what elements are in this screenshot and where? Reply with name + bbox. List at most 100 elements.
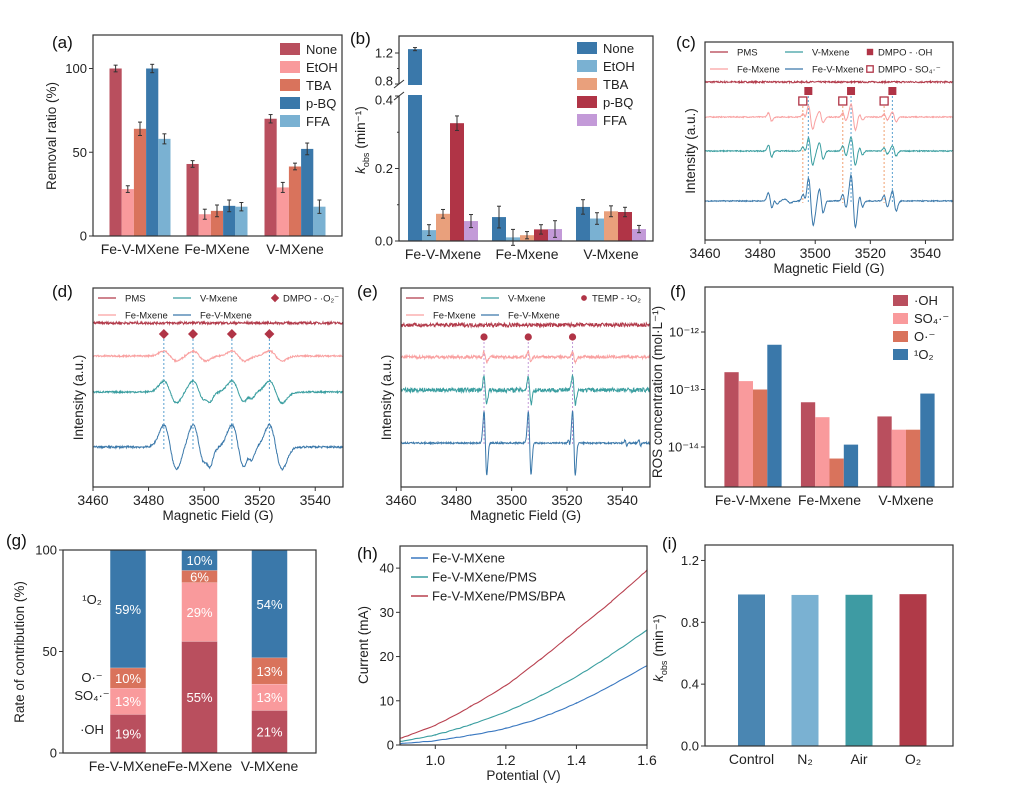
segment-value-label: 13% [256,690,282,705]
bar-none [576,206,590,241]
panel-label: (a) [52,33,73,52]
segment-value-label: 29% [186,605,212,620]
plot-area-a [92,34,343,237]
y-tick-label: 20 [380,649,394,664]
species-label: SO₄·⁻ [74,688,109,703]
legend-swatch [893,331,908,342]
diamond-marker [270,293,280,303]
legend-swatch [280,61,300,73]
bar-tba [133,128,147,236]
segment-value-label: 19% [115,727,141,742]
spectrum-fe-mxene [400,349,651,365]
y-tick-label: 1.2 [681,553,699,568]
plot-area-i [704,544,954,747]
bar-tba [288,166,302,236]
legend-swatch [893,349,908,360]
bar-ffa [313,206,326,236]
y-axis-label: Intensity (a.u.) [71,355,86,441]
y-axis-label: kobs (min⁻¹) [651,614,669,682]
x-category-label: Fe-V-MXene [101,241,180,257]
legend-label: p-BQ [603,95,633,110]
stacked-segment [110,688,146,715]
x-category-label: Fe-V-Mxene [715,492,791,508]
legend-label: DMPO - ·OH [878,48,932,59]
x-tick-label: 3540 [607,492,638,508]
bar-ros [753,389,768,487]
bar-ffa [632,229,646,241]
species-label: ·OH [80,722,104,737]
legend-label: Fe-V-Mxene [508,311,560,322]
x-tick-label: 3500 [800,245,831,261]
y-tick-label: 0.0 [681,739,699,754]
iv-curve [400,628,648,742]
bar-atmosphere [738,594,765,746]
legend-swatch [577,60,597,72]
legend-label: TBA [603,77,629,92]
bar-none [264,118,277,236]
stacked-segment [251,710,288,753]
x-tick-label: 3520 [855,245,886,261]
y-axis-label: kobs (min⁻¹) [353,106,371,174]
x-axis-label: Magnetic Field (G) [162,508,273,523]
bar-ros [843,444,859,487]
x-tick-label: 3480 [745,245,776,261]
y-tick-label: 0.4 [681,677,699,692]
x-tick-label: 3460 [385,492,416,508]
legend-label: p-BQ [306,96,336,111]
x-tick-label: 3500 [189,492,220,508]
spectrum-fe-v-mxene [704,173,953,229]
open-square-marker [798,96,808,106]
bar-ros [724,372,739,487]
stacked-segment [181,550,218,571]
bar-p-bq [450,123,464,241]
panel-label: (h) [357,544,378,563]
legend-label: Fe-V-Mxene [200,311,252,322]
x-category-label: O₂ [905,751,921,767]
y-axis-label: Intensity (a.u.) [379,355,394,441]
y-tick-label: 1.2 [375,46,393,61]
legend-label: V-Mxene [508,294,546,305]
panel-label: (b) [350,29,371,48]
segment-value-label: 21% [256,725,282,740]
segment-value-label: 59% [115,602,141,617]
filled-square-marker [866,48,874,56]
spectrum-fe-mxene [92,348,343,363]
axis-break-gap [393,85,483,95]
legend-swatch [577,42,597,54]
legend-label: V-Mxene [812,48,850,59]
kobs-unit: (min⁻¹) [651,614,666,656]
legend-label: TBA [306,78,332,93]
spectrum-pms [92,319,344,327]
bar-ffa [158,138,171,236]
y-axis-label: ROS concentration (mol·L⁻¹) [650,306,665,478]
x-category-label: Fe-Mxene [495,246,558,262]
bar-tba [604,211,618,241]
open-square-marker [879,96,889,106]
bar-atmosphere [899,594,927,746]
spectrum-v-mxene [92,379,343,405]
legend-swatch [280,79,300,91]
y-tick-label: 30 [380,605,394,620]
legend-label: Fe-Mxene [125,311,168,322]
legend-label: DMPO - SO₄·⁻ [878,65,941,76]
legend-swatch [577,114,597,126]
legend-label: DMPO - ·O₂⁻ [283,294,339,305]
diamond-marker [226,329,237,339]
stacked-segment [181,641,218,753]
x-tick-label: 3480 [133,492,164,508]
x-tick-label: 1.0 [426,752,446,768]
legend-swatch [280,97,300,109]
spectrum-fe-mxene [705,103,953,132]
kobs-subscript: obs [659,660,669,675]
y-axis-label: Current (mA) [356,606,371,684]
y-axis-label: Intensity (a.u.) [683,108,698,194]
y-tick-label: 50 [43,644,57,659]
circle-marker [581,295,587,301]
bar-none [492,217,506,241]
bar-p-bq [146,68,159,236]
x-category-label: Fe-V-Mxene [405,246,481,262]
plot-area-d [92,287,344,488]
x-tick-label: 1.6 [637,752,657,768]
bar-ros [767,344,782,487]
